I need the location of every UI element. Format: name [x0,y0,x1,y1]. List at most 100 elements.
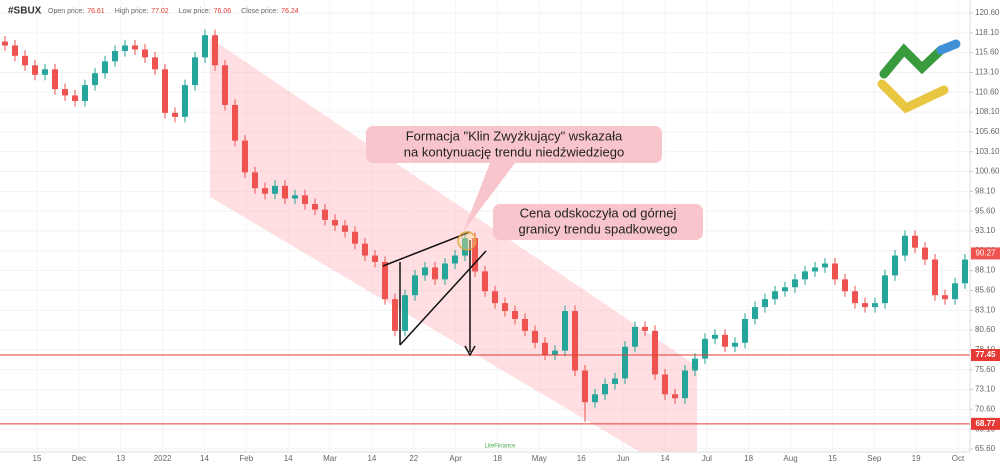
logo-part [879,43,946,79]
price-label: 77.45 [975,350,996,359]
y-tick-label: 103.10 [975,147,1000,156]
candle-body [172,112,178,117]
y-tick-label: 70.60 [975,404,996,413]
candle-body [592,394,598,403]
price-label-box [971,349,1000,362]
current-price-label: 90.27 [975,249,996,258]
candle-body [812,267,818,272]
y-tick-label: 88.10 [975,266,996,275]
logo-part [877,79,949,114]
candle-body [672,394,678,399]
x-tick-label: 2022 [154,454,172,463]
x-tick-label: Jul [702,454,712,463]
x-tick-label: Mar [323,454,337,463]
candle-body [682,370,688,399]
y-tick-label: 115.60 [975,48,999,57]
candle-body [772,291,778,300]
candle-body [552,350,558,355]
candle-body [642,326,648,331]
y-tick-label: 85.60 [975,286,996,295]
x-tick-label: Sep [867,454,882,463]
y-tick-label: 83.10 [975,305,996,314]
candle-body [822,263,828,268]
candle-body [842,279,848,292]
candle-body [362,243,368,256]
header-label: Open price: [48,8,84,15]
symbol: #SBUX [8,6,42,17]
candle-body [702,338,708,359]
candle-body [382,261,388,300]
candle-body [142,49,148,58]
candle-body [112,51,118,62]
y-tick-label: 110.60 [975,87,999,96]
candle-body [872,303,878,308]
candle-body [192,57,198,86]
x-tick-label: Dec [72,454,86,463]
candle-body [132,45,138,50]
candle-body [72,95,78,101]
candle-body [622,346,628,379]
x-tick-label: 14 [284,454,293,463]
y-tick-label: 65.60 [975,444,996,453]
candle-body [922,247,928,260]
x-tick-label: 15 [828,454,837,463]
candle-body [52,69,58,90]
annotation: Cena odskoczyła od górnej [520,205,677,220]
logo [877,39,961,114]
x-tick-label: Feb [239,454,253,463]
current-price-box [971,247,1000,260]
candle-body [612,378,618,384]
y-tick-label: 98.10 [975,186,996,195]
candle-body [292,195,298,199]
wedge [382,231,487,357]
x-tick-label: 15 [33,454,42,463]
price-label-box [971,417,1000,430]
candle-body [762,299,768,308]
annotation: Formacja "Klin Zwyżkujący" wskazała [406,128,623,143]
header-value: 76.61 [87,8,105,15]
candle-body [222,65,228,105]
x-tick-label: 14 [367,454,376,463]
candle-body [472,238,478,272]
x-tick-label: May [532,454,547,463]
x-tick-label: 19 [912,454,921,463]
watermark: LiteFinance [484,444,516,450]
y-tick-label: 113.10 [975,68,999,77]
candle-body [352,231,358,244]
candle-body [452,255,458,264]
price-lines [0,354,970,425]
x-tick-label: Oct [952,454,965,463]
wedge-bottom [399,250,487,346]
candle-body [422,267,428,276]
candle-body [342,225,348,232]
candle-body [942,295,948,300]
y-tick-label: 108.10 [975,107,1000,116]
header: #SBUX Open price: 76.61 High price: 77.02 Lo… [8,6,299,17]
header-value: 77.02 [151,8,169,15]
candle-body [2,41,8,46]
candle-body [862,303,868,308]
candle-body [522,318,528,331]
wedge-top [382,231,471,267]
candle-body [262,188,268,194]
candle-body [532,330,538,343]
logo-part [936,39,961,55]
candle-body [962,259,968,284]
candle-body [272,185,278,194]
candle-body [912,235,918,248]
x-tick-label: Apr [449,454,462,463]
candle-body [462,238,468,256]
y-tick-label: 118.10 [975,28,999,37]
candle-body [952,283,958,300]
x-tick-label: 14 [661,454,670,463]
candle-body [332,219,338,226]
candle-body [582,370,588,403]
header-value: 76.24 [281,8,299,15]
x-tick-label: 13 [116,454,125,463]
candle-body [402,295,408,331]
annotation: na kontynuację trendu niedźwiedziego [404,144,624,159]
candle-body [902,235,908,256]
candle-body [722,334,728,347]
candle-body [372,255,378,262]
